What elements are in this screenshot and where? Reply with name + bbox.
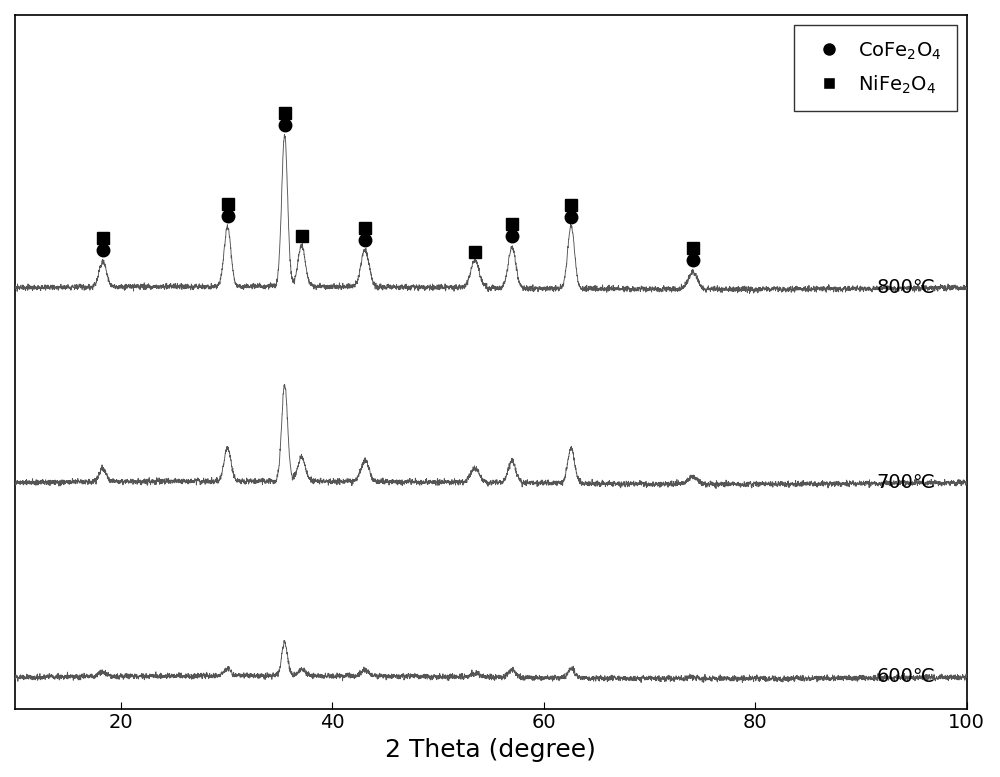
X-axis label: 2 Theta (degree): 2 Theta (degree) [385,738,596,762]
Text: 700℃: 700℃ [877,472,935,492]
Text: 600℃: 600℃ [877,667,935,686]
Text: 800℃: 800℃ [877,278,935,298]
Legend: CoFe$_2$O$_4$, NiFe$_2$O$_4$: CoFe$_2$O$_4$, NiFe$_2$O$_4$ [794,25,957,111]
